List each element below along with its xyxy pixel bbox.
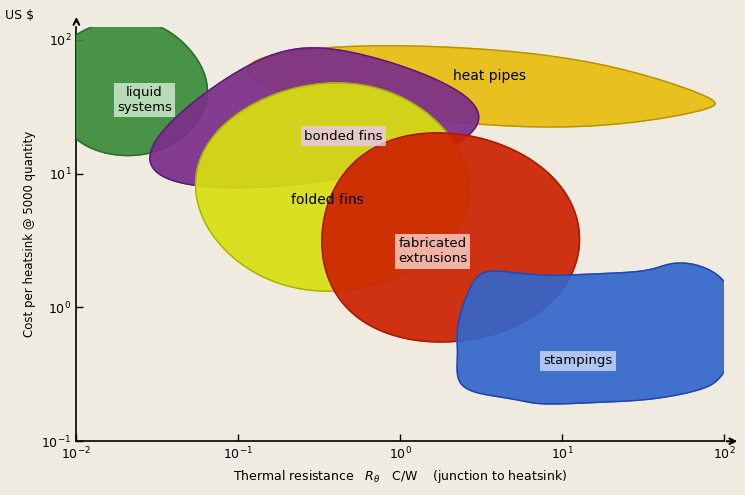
Polygon shape [195, 83, 469, 291]
Polygon shape [150, 48, 479, 188]
Text: stampings: stampings [544, 354, 613, 367]
Polygon shape [55, 21, 207, 155]
Text: liquid
systems: liquid systems [117, 86, 172, 114]
Text: US $: US $ [5, 9, 34, 22]
Text: heat pipes: heat pipes [453, 69, 526, 83]
Polygon shape [247, 46, 715, 127]
Text: bonded fins: bonded fins [304, 130, 383, 143]
Text: folded fins: folded fins [291, 194, 364, 207]
Polygon shape [322, 133, 580, 342]
Text: fabricated
extrusions: fabricated extrusions [398, 237, 467, 265]
Polygon shape [457, 263, 732, 404]
Y-axis label: Cost per heatsink @ 5000 quantity: Cost per heatsink @ 5000 quantity [23, 131, 36, 337]
X-axis label: Thermal resistance   $R_{\theta}$   C/W    (junction to heatsink): Thermal resistance $R_{\theta}$ C/W (jun… [233, 468, 567, 485]
